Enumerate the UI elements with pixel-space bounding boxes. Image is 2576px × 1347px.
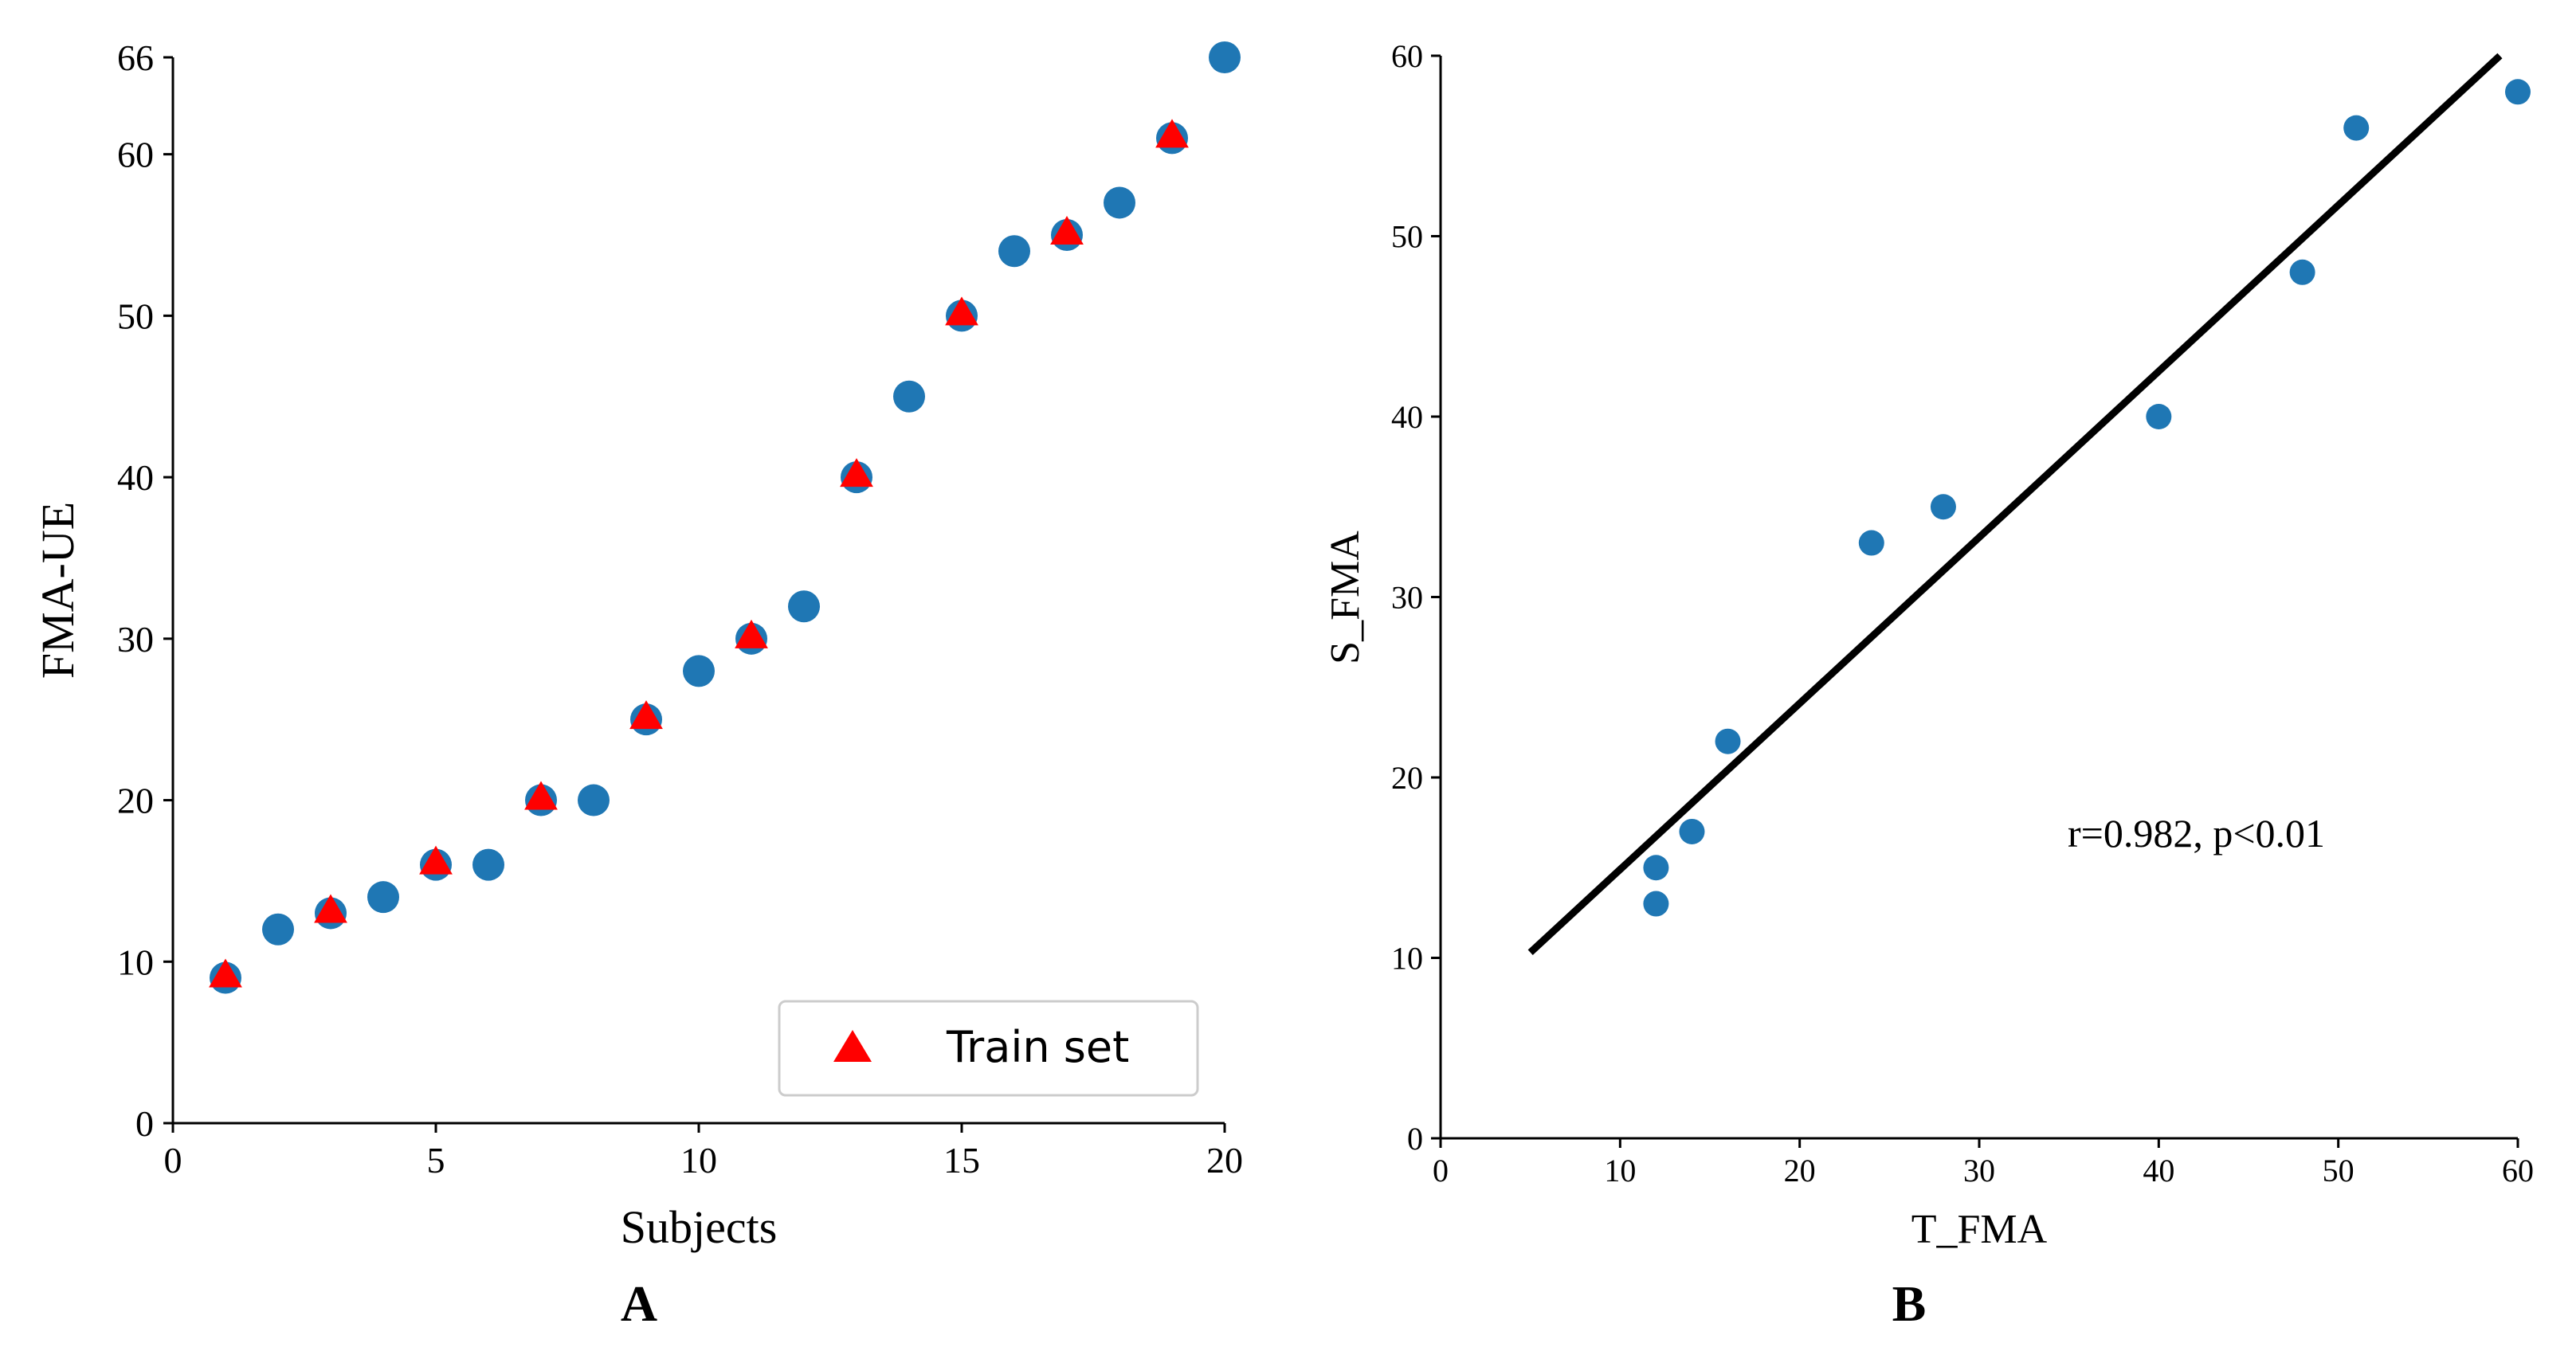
train-set-point (1155, 119, 1189, 148)
y-tick-label-50: 50 (117, 296, 154, 336)
panel-b-y-ticks: 0 10 20 30 40 50 60 (1391, 38, 1441, 1157)
data-point (2289, 259, 2315, 285)
x-tick-label-20: 20 (1784, 1153, 1816, 1188)
data-point (1643, 891, 1669, 917)
correlation-annotation: r=0.982, p<0.01 (2068, 811, 2325, 856)
panel-a-y-ticks: 0 10 20 30 40 50 60 66 (117, 37, 173, 1144)
data-point (1930, 494, 1956, 520)
panel-a-legend: Train set (778, 1000, 1199, 1097)
data-point (578, 784, 610, 816)
data-point (2343, 115, 2370, 141)
train-set-point (629, 700, 663, 730)
x-tick-label-5: 5 (427, 1140, 445, 1181)
x-tick-label-0: 0 (1433, 1153, 1449, 1188)
data-point (472, 848, 504, 881)
train-set-point (419, 845, 453, 875)
data-point (1104, 186, 1135, 219)
y-tick-label-40: 40 (1391, 399, 1423, 435)
train-set-point (524, 781, 558, 810)
panel-b-x-axis-label: T_FMA (1911, 1207, 2048, 1252)
legend-train-set-marker (833, 1030, 872, 1062)
y-tick-label-20: 20 (117, 781, 154, 821)
data-point (1643, 855, 1669, 881)
x-tick-label-40: 40 (2143, 1153, 2174, 1188)
x-tick-label-20: 20 (1206, 1140, 1243, 1181)
y-tick-label-66: 66 (117, 37, 154, 78)
data-point (367, 881, 399, 914)
data-point (683, 655, 715, 687)
x-tick-label-10: 10 (1604, 1153, 1636, 1188)
panel-b-axes (1439, 56, 2518, 1140)
train-set-point (735, 619, 768, 648)
y-tick-label-60: 60 (1391, 38, 1423, 74)
panel-b-x-ticks: 0 10 20 30 40 50 60 (1433, 1138, 2534, 1188)
x-tick-label-30: 30 (1963, 1153, 1995, 1188)
panel-a-label: A (621, 1275, 657, 1332)
regression-line (1527, 53, 2503, 956)
panel-a-y-axis-label: FMA-UE (32, 502, 84, 679)
y-tick-label-10: 10 (1391, 941, 1423, 977)
x-tick-label-50: 50 (2323, 1153, 2354, 1188)
data-point (998, 235, 1030, 268)
x-tick-label-10: 10 (680, 1140, 717, 1181)
panel-a-x-ticks: 0 5 10 15 20 (164, 1123, 1243, 1181)
data-point (893, 380, 925, 413)
data-point (1679, 818, 1705, 844)
data-point (1715, 728, 1741, 754)
x-tick-label-60: 60 (2502, 1153, 2534, 1188)
x-tick-label-15: 15 (943, 1140, 980, 1181)
y-tick-label-50: 50 (1391, 219, 1423, 255)
y-tick-label-0: 0 (135, 1103, 154, 1144)
data-point (262, 913, 294, 946)
y-tick-label-10: 10 (117, 942, 154, 982)
panel-a-marks (209, 41, 1241, 994)
train-set-point (209, 958, 242, 988)
legend-train-set-label: Train set (946, 1022, 1129, 1072)
panel-a-x-axis-label: Subjects (621, 1201, 778, 1253)
y-tick-label-30: 30 (117, 619, 154, 660)
data-point (1209, 41, 1241, 73)
y-tick-label-60: 60 (117, 135, 154, 175)
train-set-point (945, 296, 978, 326)
panel-b-fit-line (1527, 53, 2503, 956)
train-set-point (1050, 216, 1084, 245)
y-tick-label-30: 30 (1391, 580, 1423, 616)
train-set-point (840, 458, 873, 488)
data-point (2146, 404, 2172, 429)
data-point (1858, 530, 1884, 556)
y-tick-label-0: 0 (1407, 1121, 1423, 1157)
x-tick-label-0: 0 (164, 1140, 182, 1181)
y-tick-label-40: 40 (117, 457, 154, 498)
train-set-point (314, 894, 347, 923)
panel-a-chart: 0 5 10 15 20 0 10 20 30 40 50 60 66 Subjects FMA-UE… (32, 37, 1243, 1332)
y-tick-label-20: 20 (1391, 760, 1423, 796)
panel-b-y-axis-label: S_FMA (1323, 531, 1368, 664)
data-point (788, 590, 820, 623)
legend-frame (778, 1000, 1199, 1097)
panel-b-marks (1643, 79, 2531, 917)
data-point (2505, 79, 2531, 105)
panel-b-label: B (1892, 1275, 1927, 1332)
